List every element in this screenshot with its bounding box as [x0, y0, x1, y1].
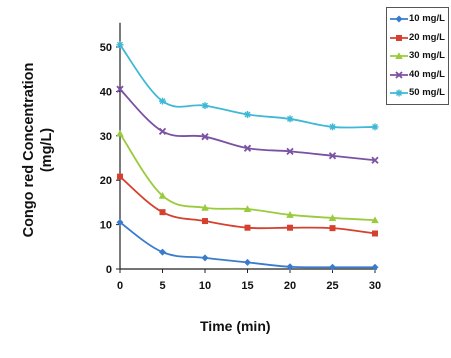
legend-swatch [390, 70, 408, 79]
data-point [244, 258, 251, 266]
data-point [201, 133, 209, 141]
legend-swatch [390, 52, 408, 59]
x-tick-label: 20 [284, 280, 296, 292]
x-tick-label: 25 [326, 280, 338, 292]
legend-marker [396, 34, 402, 41]
y-tick-label: 20 [100, 175, 112, 187]
data-point [371, 123, 379, 131]
legend-item: 40 mg/L [387, 68, 449, 82]
data-point [243, 144, 252, 152]
legend-swatch [390, 34, 408, 41]
legend-item: 20 mg/L [387, 31, 449, 45]
data-point [159, 209, 166, 216]
data-point [116, 85, 124, 93]
y-axis-label-line-2: (mg/L) [39, 127, 55, 173]
data-point [328, 214, 337, 221]
data-point [286, 263, 294, 271]
legend-label: 10 mg/L [409, 13, 445, 24]
legend-label: 30 mg/L [409, 50, 445, 61]
data-point [159, 248, 166, 256]
y-tick-label: 50 [100, 42, 112, 54]
data-point [371, 216, 379, 224]
data-point [328, 152, 337, 160]
legend-item: 10 mg/L [387, 12, 449, 26]
data-point [329, 225, 336, 232]
legend-item: 30 mg/L [387, 49, 449, 63]
x-tick-label: 30 [369, 280, 381, 292]
data-point [201, 203, 209, 211]
series-line [119, 88, 376, 162]
data-point [201, 102, 209, 110]
data-point [371, 156, 379, 164]
data-point [329, 123, 336, 131]
x-tick-label: 0 [117, 280, 123, 292]
x-axis-label: Time (min) [200, 318, 271, 334]
data-point [158, 191, 167, 199]
data-point [286, 211, 294, 218]
data-point [116, 129, 124, 137]
data-point [201, 254, 209, 262]
y-tick-label: 30 [100, 131, 112, 143]
data-point [244, 110, 251, 118]
data-point [243, 205, 252, 213]
data-point [117, 173, 123, 180]
legend-label: 50 mg/L [409, 87, 445, 98]
data-point [329, 263, 336, 271]
data-point [116, 218, 124, 226]
legend-label: 20 mg/L [409, 31, 445, 43]
legend-marker [395, 52, 403, 59]
legend-marker [395, 89, 403, 97]
data-point [287, 224, 293, 231]
y-tick-label: 40 [100, 86, 112, 98]
y-tick-label: 10 [100, 220, 112, 232]
y-axis-label-line-1: Congo red Concentration [21, 62, 37, 238]
data-point [159, 97, 166, 105]
legend-label: 40 mg/L [409, 68, 445, 80]
legend-item: 50 mg/L [387, 86, 449, 100]
x-tick-label: 15 [241, 280, 253, 292]
legend-marker [395, 15, 403, 23]
data-point [202, 218, 208, 225]
x-tick-label: 10 [199, 280, 211, 292]
data-point [158, 127, 167, 135]
data-point [286, 115, 294, 123]
legend-swatch [390, 15, 408, 23]
data-point [286, 147, 294, 155]
legend: 10 mg/L 20 mg/L 30 mg/L 40 mg/L 50 mg/L [386, 7, 449, 105]
data-point [372, 230, 378, 237]
data-point [371, 263, 379, 271]
x-tick-label: 5 [159, 280, 165, 292]
plot-area: 0 10 20 30 40 50 0 5 10 15 20 25 30 [100, 22, 381, 292]
y-axis-label: Congo red Concentration (mg/L) [20, 50, 56, 250]
data-point [244, 224, 251, 231]
legend-swatch [390, 89, 408, 97]
y-tick-label: 0 [106, 264, 112, 276]
legend-marker [395, 70, 403, 79]
data-point [116, 41, 124, 49]
